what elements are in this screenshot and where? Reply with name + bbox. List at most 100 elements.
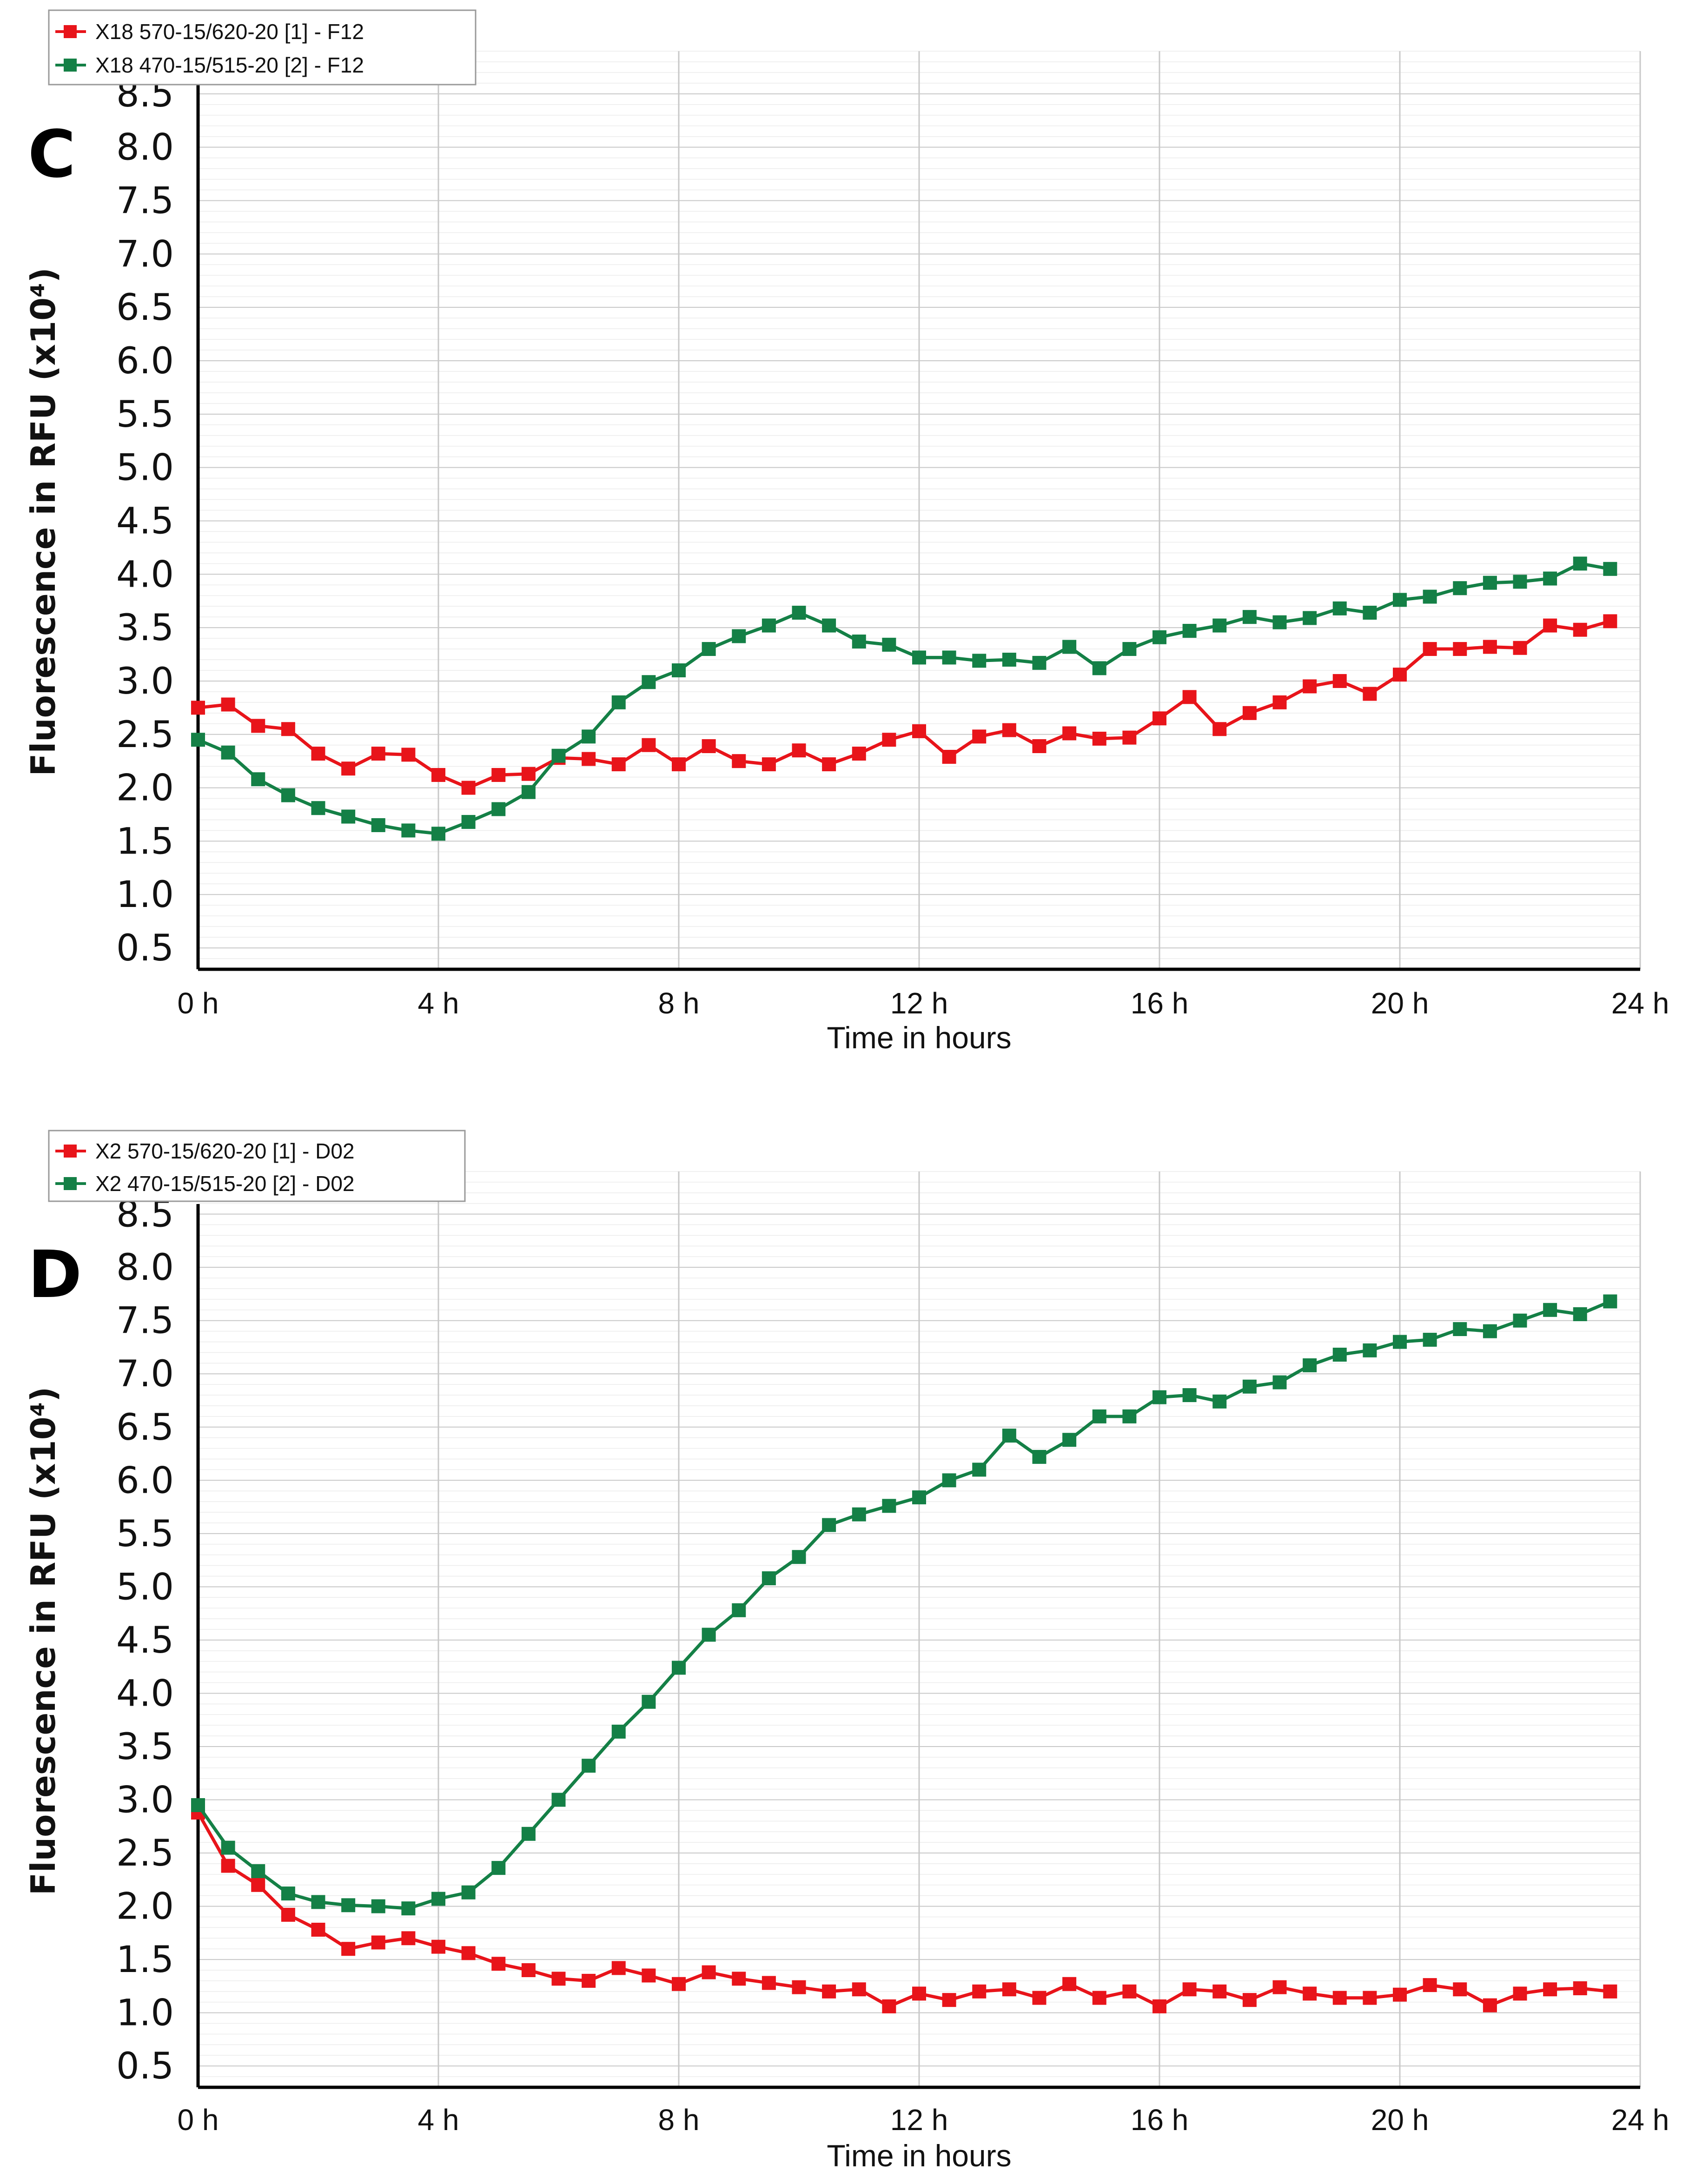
- y-tick-label: 3.5: [116, 607, 174, 649]
- legend-item: X2 470-15/515-20 [2] - D02: [55, 1171, 354, 1196]
- data-point: [1122, 1409, 1137, 1423]
- y-tick-label: 6.5: [116, 1407, 174, 1449]
- data-point: [1573, 1307, 1587, 1321]
- data-point: [371, 818, 385, 832]
- grid: [198, 1171, 1641, 2088]
- data-point: [852, 634, 866, 649]
- data-point: [281, 722, 295, 736]
- data-point: [1242, 610, 1257, 624]
- data-point: [551, 1793, 566, 1807]
- data-point: [642, 1968, 656, 1983]
- data-point: [942, 650, 956, 665]
- data-point: [702, 642, 716, 656]
- data-point: [822, 1518, 836, 1532]
- data-point: [1242, 1993, 1257, 2007]
- data-point: [672, 1661, 686, 1675]
- legend: X2 570-15/620-20 [1] - D02 X2 470-15/515-…: [48, 1130, 466, 1202]
- data-point: [1393, 593, 1407, 607]
- data-point: [1182, 1982, 1197, 1997]
- data-point: [1212, 1984, 1227, 1999]
- data-point: [341, 809, 356, 824]
- data-point: [1543, 1982, 1557, 1997]
- data-point: [1242, 706, 1257, 720]
- data-point: [792, 743, 806, 758]
- data-point: [702, 1965, 716, 1979]
- data-point: [371, 1935, 385, 1950]
- data-point: [1272, 1980, 1287, 1994]
- data-point: [281, 788, 295, 802]
- data-point: [672, 663, 686, 677]
- data-point: [1182, 1388, 1197, 1403]
- series-1: [191, 614, 1617, 795]
- legend-item: X18 470-15/515-20 [2] - F12: [55, 53, 364, 77]
- data-point: [521, 785, 536, 799]
- data-point: [942, 1473, 956, 1488]
- data-point: [1032, 655, 1047, 670]
- data-point: [281, 1907, 295, 1922]
- data-point: [221, 697, 235, 712]
- data-point: [521, 1827, 536, 1841]
- y-tick-label: 7.0: [116, 233, 174, 275]
- data-point: [521, 767, 536, 781]
- legend-marker: [64, 25, 77, 38]
- data-point: [912, 650, 926, 665]
- data-point: [1062, 1433, 1077, 1447]
- data-point: [611, 695, 626, 709]
- data-point: [1363, 1343, 1377, 1357]
- data-point: [221, 1859, 235, 1873]
- data-point: [792, 605, 806, 620]
- data-point: [1002, 1982, 1016, 1997]
- x-axis-title: Time in hours: [827, 1020, 1011, 1055]
- data-point: [461, 781, 476, 795]
- x-tick-label: 16 h: [1131, 2103, 1189, 2137]
- data-point: [702, 1628, 716, 1642]
- data-point: [401, 748, 416, 762]
- data-point: [1212, 618, 1227, 633]
- data-point: [912, 1490, 926, 1504]
- data-point: [882, 1499, 896, 1513]
- x-axis-title: Time in hours: [827, 2138, 1011, 2173]
- data-point: [882, 733, 896, 747]
- data-point: [1062, 726, 1077, 741]
- data-point: [582, 1759, 596, 1773]
- data-point: [1393, 1987, 1407, 2002]
- data-point: [401, 823, 416, 838]
- data-point: [1483, 640, 1497, 654]
- data-point: [1002, 723, 1016, 737]
- data-point: [551, 1972, 566, 1986]
- data-point: [882, 1999, 896, 2013]
- y-tick-label: 6.0: [116, 1460, 174, 1502]
- data-point: [1513, 641, 1527, 655]
- y-tick-label: 7.0: [116, 1353, 174, 1395]
- data-point: [1423, 589, 1437, 604]
- data-point: [852, 747, 866, 761]
- data-point: [1603, 614, 1617, 629]
- data-point: [1242, 1379, 1257, 1394]
- data-point: [582, 1973, 596, 1988]
- legend: X18 570-15/620-20 [1] - F12 X18 470-15/51…: [48, 9, 477, 86]
- y-tick-label: 6.0: [116, 340, 174, 382]
- data-point: [491, 1861, 506, 1875]
- y-tick-label: 2.0: [116, 1886, 174, 1928]
- data-point: [431, 827, 445, 841]
- grid: [198, 51, 1641, 970]
- data-point: [251, 772, 265, 787]
- data-point: [1212, 722, 1227, 736]
- data-point: [611, 757, 626, 772]
- legend-box: [48, 9, 477, 86]
- data-point: [461, 815, 476, 829]
- data-point: [1122, 642, 1137, 656]
- data-point: [1272, 1375, 1287, 1390]
- data-point: [1573, 622, 1587, 637]
- data-point: [1332, 674, 1347, 688]
- data-point: [251, 1878, 265, 1892]
- data-point: [431, 768, 445, 782]
- data-point: [792, 1550, 806, 1564]
- data-point: [311, 1922, 325, 1937]
- data-point: [431, 1939, 445, 1954]
- data-point: [1122, 1984, 1137, 1999]
- x-tick-label: 20 h: [1371, 986, 1429, 1020]
- y-tick-label: 2.5: [116, 714, 174, 756]
- legend-marker: [64, 1177, 77, 1190]
- data-point: [1092, 1991, 1106, 2005]
